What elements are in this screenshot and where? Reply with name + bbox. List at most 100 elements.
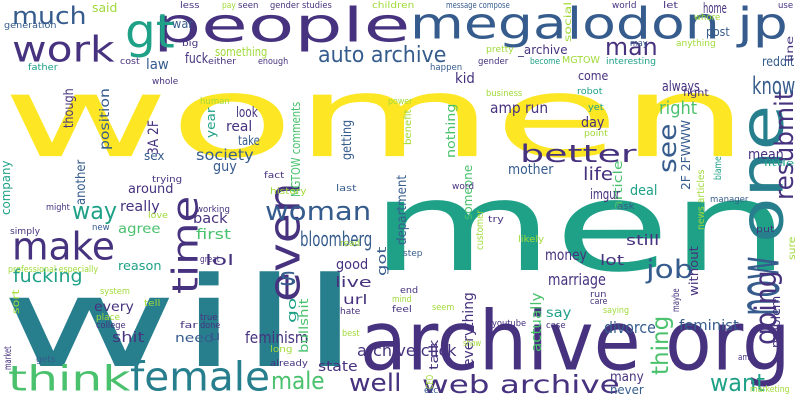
word: 2F 2FWWW — [677, 119, 694, 190]
word: sex — [144, 147, 165, 164]
word: true — [200, 313, 218, 323]
word: use — [778, 1, 794, 11]
word: may — [630, 39, 648, 49]
word: yet — [588, 103, 604, 113]
word: likely — [518, 235, 545, 245]
word: look — [236, 104, 258, 122]
word: best — [342, 329, 360, 339]
word: actually — [528, 292, 546, 352]
word: happen — [430, 63, 463, 73]
word: everything — [460, 292, 478, 367]
word: already — [270, 359, 308, 369]
word: life — [583, 163, 614, 186]
word: position — [96, 88, 113, 150]
word: mind — [392, 295, 412, 305]
word: around — [128, 180, 174, 197]
word: customer — [475, 210, 486, 250]
word: got — [373, 246, 390, 276]
word: MGTOW comments — [287, 101, 304, 197]
word: gender — [478, 57, 509, 67]
word: interesting — [606, 57, 657, 67]
word: cost — [120, 57, 140, 67]
word: great — [200, 255, 220, 265]
word: live — [335, 274, 372, 292]
word: show — [463, 339, 482, 349]
word: well — [349, 369, 402, 398]
word: year — [202, 107, 219, 138]
word: gt — [125, 3, 175, 60]
word: world — [612, 1, 637, 11]
word: trying — [152, 175, 183, 185]
word: much — [12, 2, 87, 31]
word: sure — [787, 236, 798, 260]
word: saying — [603, 306, 629, 316]
word: mean — [748, 146, 784, 164]
word: bloomberg — [300, 227, 373, 252]
word: point — [584, 129, 608, 139]
word: marriage — [548, 269, 606, 290]
word: job — [646, 253, 694, 285]
word: whore — [694, 13, 721, 23]
word: fuck — [185, 50, 209, 68]
word: put — [756, 225, 775, 235]
word: want — [710, 369, 766, 398]
word: something — [215, 43, 268, 60]
word: generation — [4, 21, 57, 31]
word: social — [563, 1, 574, 43]
word: bullshit — [295, 298, 312, 353]
word: resubmit — [768, 90, 800, 200]
word: ask — [617, 202, 635, 212]
word: another — [72, 159, 89, 205]
word: MGTOW — [562, 55, 600, 66]
word: day — [581, 114, 605, 132]
word: simply — [10, 227, 41, 237]
word: youtube — [492, 319, 527, 329]
word: post — [706, 23, 730, 40]
word: news articles — [696, 169, 707, 230]
word: fucking — [13, 265, 83, 288]
word: better — [520, 140, 637, 169]
word: take — [238, 132, 260, 149]
word: really — [120, 198, 160, 216]
word: fight — [683, 88, 709, 99]
word: run — [590, 290, 607, 300]
word: CEO — [425, 374, 436, 389]
word: male — [271, 367, 325, 396]
word: women — [2, 52, 750, 184]
word: archive click — [357, 340, 457, 361]
word: lol — [205, 252, 235, 270]
word: less — [180, 1, 200, 11]
word: care — [590, 297, 608, 307]
word: shit — [112, 329, 145, 347]
word: word — [452, 182, 475, 192]
word: state — [318, 358, 358, 376]
word: anything — [676, 39, 716, 49]
word: new — [92, 223, 110, 233]
word: amp — [738, 353, 754, 363]
word: work — [12, 28, 115, 71]
word: kid — [455, 70, 475, 88]
word: said — [92, 0, 118, 16]
word: step — [403, 249, 423, 259]
word: company — [0, 160, 14, 215]
word: love — [148, 211, 168, 221]
word: seem — [432, 303, 455, 313]
word: deal — [630, 182, 658, 200]
word: good — [336, 256, 369, 274]
word: woman — [265, 195, 372, 227]
word: society — [196, 146, 254, 165]
word: big — [182, 39, 199, 49]
word: fact — [264, 171, 285, 181]
word: either — [208, 57, 237, 67]
word: enough — [258, 57, 289, 67]
word: tell — [144, 299, 161, 309]
word: far — [180, 321, 198, 331]
word: end — [400, 286, 419, 296]
word: etc — [424, 386, 439, 396]
word: way — [72, 197, 118, 226]
word: url — [343, 291, 368, 308]
word: maybe — [671, 288, 682, 312]
word: say — [546, 304, 572, 321]
word: nothing — [442, 103, 459, 158]
word: come — [578, 67, 609, 84]
